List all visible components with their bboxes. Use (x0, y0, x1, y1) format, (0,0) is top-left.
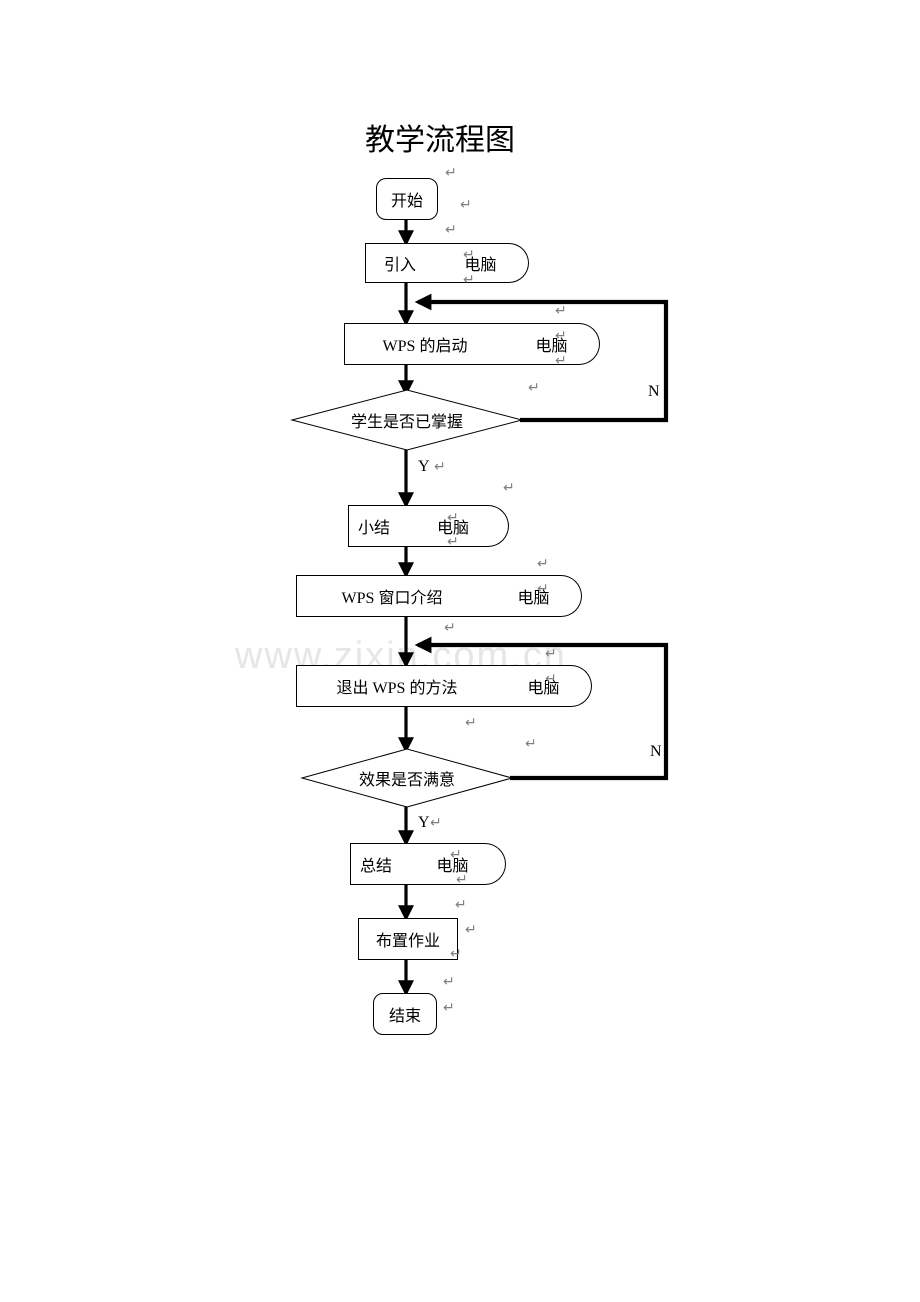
paragraph-mark-icon: ↵ (465, 922, 477, 939)
paragraph-mark-icon: ↵ (450, 847, 462, 864)
paragraph-mark-icon: ↵ (545, 671, 557, 688)
paragraph-mark-icon: ↵ (430, 815, 442, 832)
node-start: 开始 (376, 178, 438, 220)
edge-label: N (648, 383, 660, 401)
flowchart-canvas: 教学流程图www.zixin.com.cn 开始引入电脑WPS 的启动电脑学生是… (0, 0, 920, 1302)
arrows-layer (0, 0, 920, 1302)
paragraph-mark-icon: ↵ (463, 247, 475, 264)
decision-label: 学生是否已掌握 (292, 408, 522, 432)
node-wps3: 退出 WPS 的方法 (296, 665, 498, 707)
node-hw: 布置作业 (358, 918, 458, 960)
paragraph-mark-icon: ↵ (545, 646, 557, 663)
paragraph-mark-icon: ↵ (447, 534, 459, 551)
node-wps2_c: 电脑 (486, 575, 582, 617)
decision-label: 效果是否满意 (302, 766, 512, 790)
paragraph-mark-icon: ↵ (503, 480, 515, 497)
edge-label: Y (418, 814, 430, 832)
paragraph-mark-icon: ↵ (450, 946, 462, 963)
node-intro_c: 电脑 (433, 243, 529, 283)
paragraph-mark-icon: ↵ (445, 165, 457, 182)
paragraph-mark-icon: ↵ (443, 974, 455, 991)
paragraph-mark-icon: ↵ (555, 303, 567, 320)
paragraph-mark-icon: ↵ (460, 197, 472, 214)
paragraph-mark-icon: ↵ (555, 353, 567, 370)
node-end: 结束 (373, 993, 437, 1035)
paragraph-mark-icon: ↵ (525, 736, 537, 753)
paragraph-mark-icon: ↵ (537, 581, 549, 598)
paragraph-mark-icon: ↵ (445, 222, 457, 239)
node-wps1_c: 电脑 (504, 323, 600, 365)
node-wps1: WPS 的启动 (344, 323, 506, 365)
paragraph-mark-icon: ↵ (447, 510, 459, 527)
paragraph-mark-icon: ↵ (444, 620, 456, 637)
node-sum2: 总结 (350, 843, 402, 885)
node-wps3_c: 电脑 (496, 665, 592, 707)
paragraph-mark-icon: ↵ (555, 328, 567, 345)
edge-label: N (650, 743, 662, 761)
paragraph-mark-icon: ↵ (465, 715, 477, 732)
paragraph-mark-icon: ↵ (434, 459, 446, 476)
paragraph-mark-icon: ↵ (455, 897, 467, 914)
paragraph-mark-icon: ↵ (537, 556, 549, 573)
node-wps2: WPS 窗口介绍 (296, 575, 488, 617)
edge-label: Y (418, 458, 430, 476)
node-sum1: 小结 (348, 505, 400, 547)
node-intro: 引入 (365, 243, 435, 283)
paragraph-mark-icon: ↵ (456, 872, 468, 889)
paragraph-mark-icon: ↵ (443, 1000, 455, 1017)
paragraph-mark-icon: ↵ (463, 272, 475, 289)
paragraph-mark-icon: ↵ (528, 380, 540, 397)
